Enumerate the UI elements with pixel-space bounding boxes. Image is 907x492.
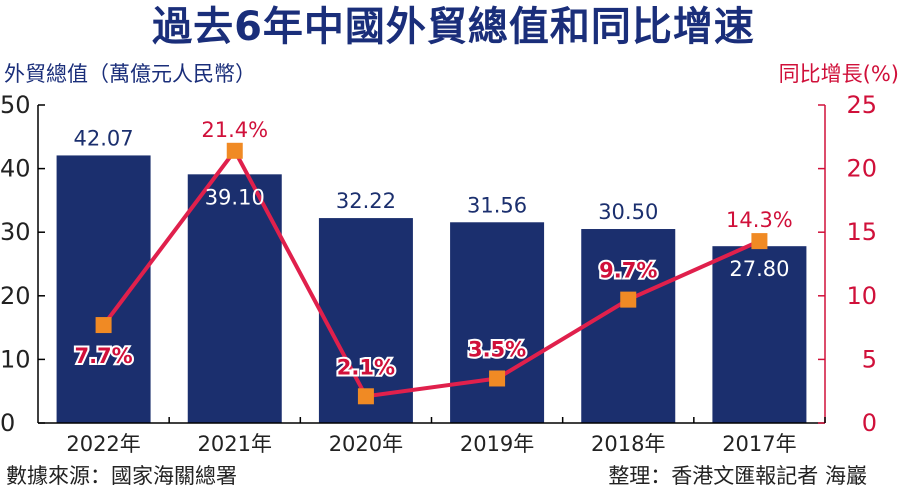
right-tick-label-1: 5: [862, 345, 877, 373]
right-tick-label-3: 15: [846, 218, 877, 246]
growth-marker-0: [95, 317, 112, 334]
x-tick-label-3: 2019年: [460, 432, 534, 456]
x-tick-label-0: 2022年: [66, 432, 140, 456]
left-tick-label-3: 30: [0, 218, 31, 246]
growth-value-label-2: 2.1%: [337, 355, 395, 379]
bar-value-label-4: 30.50: [598, 200, 658, 224]
growth-value-label-4: 9.7%: [599, 259, 657, 283]
left-tick-label-4: 40: [0, 155, 31, 183]
right-axis-label: 同比增長(%): [778, 62, 899, 86]
bar-0: [56, 155, 151, 423]
bar-value-label-5: 27.80: [729, 257, 789, 281]
growth-value-label-5: 14.3%: [726, 208, 793, 232]
left-tick-label-1: 10: [0, 345, 31, 373]
source-note: 數據來源：國家海關總署: [6, 464, 237, 488]
growth-marker-2: [357, 388, 374, 405]
growth-line: [101, 148, 761, 399]
left-tick-label-0: 0: [0, 409, 15, 437]
bar-value-label-0: 42.07: [74, 126, 134, 150]
growth-marker-5: [751, 233, 768, 250]
bar-5: [712, 246, 807, 423]
growth-marker-1: [226, 142, 243, 159]
growth-marker-3: [489, 370, 506, 387]
data-labels-group: 42.07 39.10 32.22 31.56 30.50 27.80 7.7% 21.4% 2…: [72, 118, 793, 381]
left-tick-label-2: 20: [0, 282, 31, 310]
growth-marker-4: [620, 291, 637, 308]
growth-line-group: [95, 142, 768, 405]
bar-1: [187, 174, 282, 423]
right-tick-label-5: 25: [846, 91, 877, 119]
x-tick-label-2: 2020年: [329, 432, 403, 456]
chart-title: 過去6年中國外貿總值和同比增速: [152, 4, 755, 50]
right-tick-label-2: 10: [846, 282, 877, 310]
bar-value-label-3: 31.56: [467, 193, 527, 217]
bar-4: [581, 229, 676, 423]
right-tick-label-0: 0: [862, 409, 877, 437]
x-tick-label-1: 2021年: [198, 432, 272, 456]
left-tick-label-5: 50: [0, 91, 31, 119]
left-axis-label: 外貿總值（萬億元人民幣）: [4, 62, 256, 86]
growth-value-label-1: 21.4%: [201, 118, 268, 142]
x-tick-label-5: 2017年: [722, 432, 796, 456]
bar-3: [450, 222, 545, 423]
bar-value-label-2: 32.22: [336, 189, 396, 213]
credit-note: 整理：香港文匯報記者 海巖: [608, 464, 867, 488]
growth-value-label-0: 7.7%: [74, 344, 132, 368]
growth-value-label-3: 3.5%: [468, 337, 526, 361]
bars-group: [56, 155, 807, 423]
axes-group: 0 10 20 30 40 50 0 5 10 15 20 25 2022年 2021年 2020年 2019…: [0, 91, 877, 456]
right-tick-label-4: 20: [846, 155, 877, 183]
x-tick-label-4: 2018年: [591, 432, 665, 456]
bar-value-label-1: 39.10: [205, 185, 265, 209]
